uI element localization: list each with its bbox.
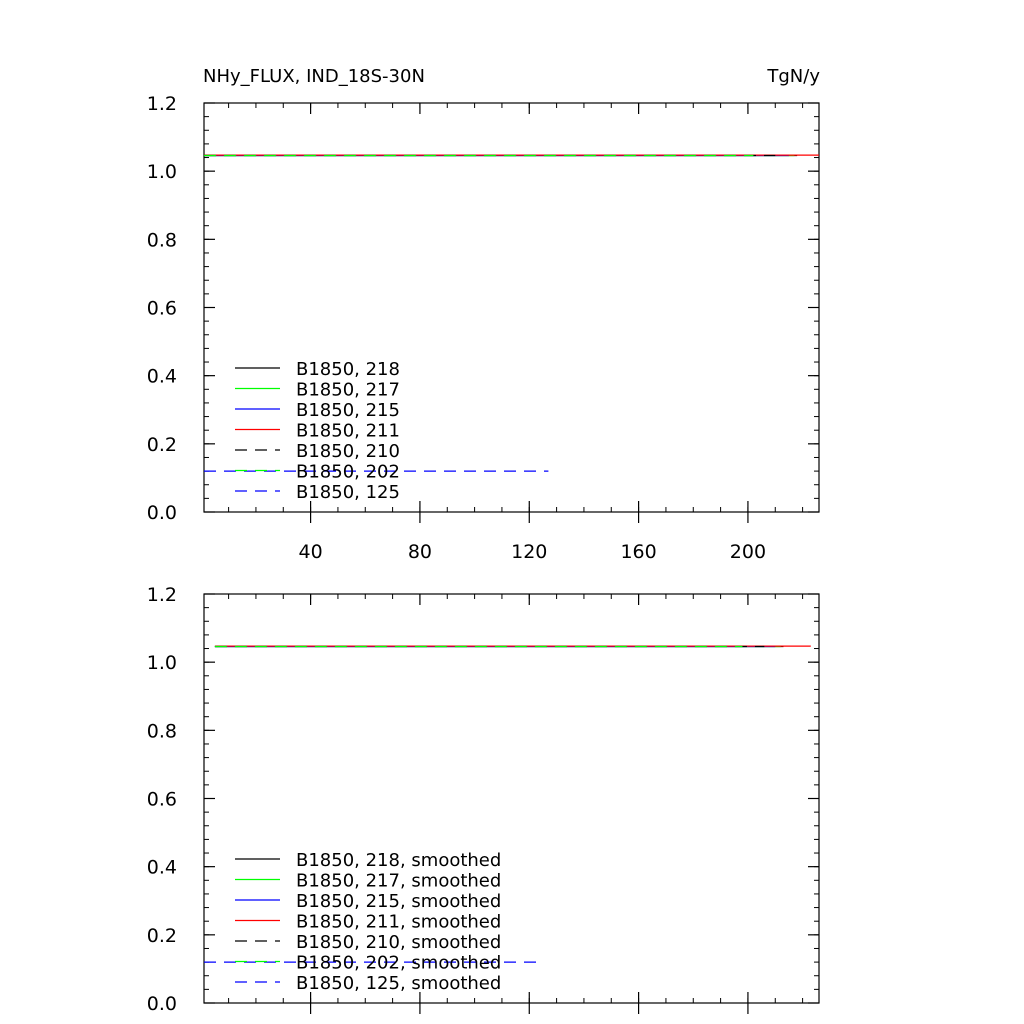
legend-label: B1850, 217 [296, 380, 400, 401]
legend-label: B1850, 210, smoothed [296, 932, 501, 953]
legend-label: B1850, 217, smoothed [296, 871, 501, 892]
legend-label: B1850, 125, smoothed [296, 973, 501, 994]
legend-label: B1850, 215 [296, 400, 400, 421]
y-tick-label: 1.0 [147, 161, 177, 183]
legend-label: B1850, 125 [296, 482, 400, 503]
y-tick-label: 1.2 [147, 93, 177, 115]
x-tick-label: 160 [620, 541, 656, 563]
y-tick-label: 0.2 [147, 925, 177, 947]
x-tick-label: 120 [511, 541, 547, 563]
legend-label: B1850, 218 [296, 359, 400, 380]
legend-label: B1850, 218, smoothed [296, 850, 501, 871]
y-tick-label: 0.6 [147, 789, 177, 811]
y-tick-label: 0.0 [147, 993, 177, 1015]
y-tick-label: 0.6 [147, 298, 177, 320]
legend-label: B1850, 202, smoothed [296, 953, 501, 974]
legend-label: B1850, 211 [296, 421, 400, 442]
x-tick-label: 40 [299, 541, 323, 563]
y-tick-label: 0.2 [147, 434, 177, 456]
units-label: TgN/y [766, 66, 820, 87]
legend-label: B1850, 211, smoothed [296, 912, 501, 933]
y-tick-label: 0.4 [147, 366, 177, 388]
legend-label: B1850, 215, smoothed [296, 891, 501, 912]
x-tick-label: 80 [408, 541, 432, 563]
bottom-panel: 0.0 0.2 0.4 0.6 0.8 1.0 1.2 B1850, 218, smoothe… [147, 584, 820, 1015]
y-tick-label: 1.2 [147, 584, 177, 606]
top-panel: 0.0 0.2 0.4 0.6 0.8 1.0 1.2 40 80 120 160 200 B1850,… [147, 93, 820, 563]
y-tick-label: 1.0 [147, 652, 177, 674]
legend-label: B1850, 202 [296, 462, 400, 483]
y-tick-label: 0.8 [147, 229, 177, 251]
y-tick-label: 0.4 [147, 857, 177, 879]
y-tick-label: 0.0 [147, 502, 177, 524]
y-tick-label: 0.8 [147, 720, 177, 742]
legend-label: B1850, 210 [296, 441, 400, 462]
x-tick-label: 200 [730, 541, 766, 563]
figure-title: NHy_FLUX, IND_18S-30N [203, 66, 425, 87]
